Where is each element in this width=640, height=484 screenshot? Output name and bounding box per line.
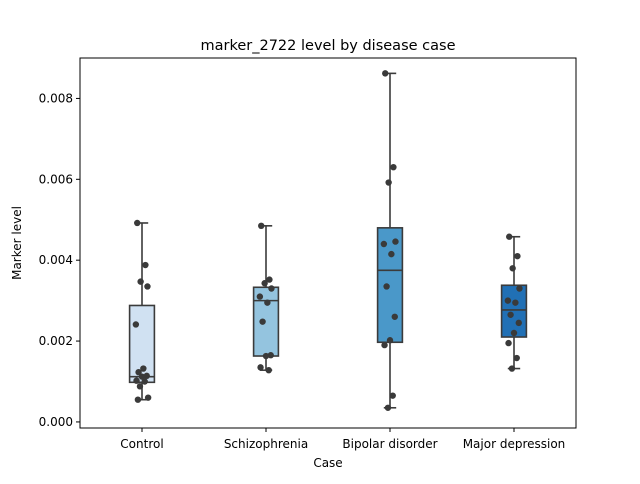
data-point [508,365,516,372]
data-point [380,240,388,248]
data-point [516,285,523,292]
data-point [267,352,274,359]
data-point [390,163,397,171]
data-point [504,297,512,304]
data-point [265,366,272,374]
box-group [376,72,404,409]
data-point [137,278,144,285]
data-point [142,261,149,269]
data-points-group [380,70,399,411]
data-point [386,337,394,344]
y-tick-label: 0.000 [39,415,73,429]
data-point [384,404,392,411]
data-point [134,219,141,227]
data-point [385,179,392,186]
y-tick-label: 0.006 [39,172,73,186]
data-point [506,233,513,240]
data-point [261,280,268,287]
box-iqr [376,227,404,344]
y-tick-label: 0.004 [39,253,73,267]
y-tick-label: 0.008 [39,91,73,105]
data-point [268,285,275,292]
data-point [136,383,144,390]
data-point [509,265,516,272]
data-point [266,276,273,283]
data-point [259,318,266,325]
x-tick-label: Control [120,437,163,451]
data-point [140,365,147,372]
data-point [141,378,148,385]
x-axis-ticks: Control Schizophrenia Bipolar disorder Majo… [120,428,565,451]
data-point [392,238,399,245]
data-points-group [504,233,523,372]
x-tick-label: Bipolar disorder [342,437,437,451]
y-axis-ticks: 0.000 0.002 0.004 0.006 0.008 [39,91,80,429]
axes-frame [79,57,577,429]
data-point [264,299,271,306]
data-point [505,339,512,347]
data-points-group [132,219,152,403]
x-tick-label: Schizophrenia [224,437,308,451]
data-point [510,329,518,337]
data-point [256,293,264,300]
data-point [257,364,264,371]
data-point [515,319,522,327]
data-point [132,321,140,328]
data-point [258,222,265,230]
box-group [500,235,528,370]
data-point [381,341,388,349]
y-axis-label: Marker level [10,206,24,280]
data-point [507,311,514,318]
data-point [514,252,521,260]
data-point [138,373,146,380]
data-point [513,354,520,362]
data-point [134,396,142,403]
data-point [133,377,140,384]
plot-area [128,70,528,411]
x-tick-label: Major depression [463,437,566,451]
x-axis-label: Case [313,456,342,470]
data-point [143,372,150,380]
data-points-group [256,222,275,374]
data-point [389,392,396,399]
data-point [512,299,519,306]
data-point [382,70,389,77]
data-point [144,394,152,401]
box-iqr [500,284,528,338]
data-point [135,368,142,376]
data-point [391,313,398,320]
data-point [388,250,395,258]
data-point [383,283,390,290]
chart-title: marker_2722 level by disease case [201,38,456,54]
data-point [262,352,270,360]
data-point [144,283,151,290]
y-tick-label: 0.002 [39,334,73,348]
